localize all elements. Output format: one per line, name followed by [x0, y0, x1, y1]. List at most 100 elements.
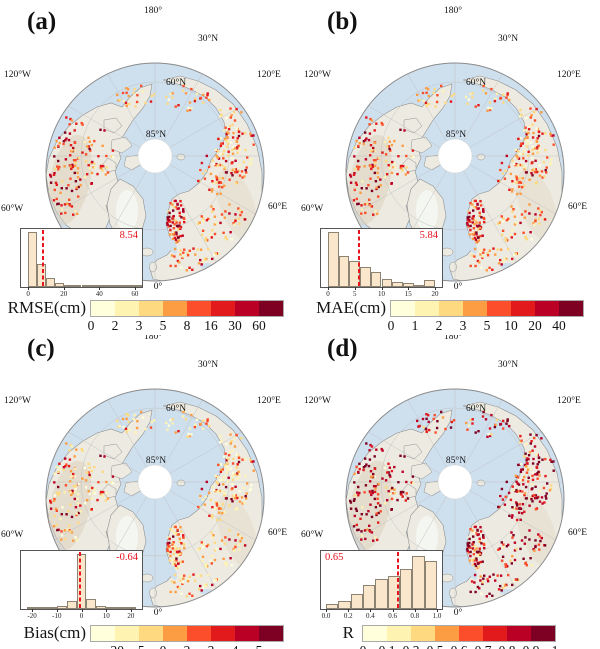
station-dot	[227, 150, 230, 153]
station-dot	[536, 463, 539, 466]
station-dot	[549, 161, 553, 165]
station-dot	[482, 534, 485, 537]
station-dot	[208, 514, 211, 517]
hist-tick-mark	[435, 287, 436, 290]
station-dot	[92, 166, 95, 169]
station-dot	[466, 544, 470, 547]
station-dot	[219, 144, 223, 147]
station-dot	[65, 513, 68, 516]
station-dot	[59, 191, 62, 194]
station-dot	[529, 231, 532, 234]
station-dot	[240, 170, 244, 173]
station-dot	[466, 542, 469, 545]
station-dot	[186, 580, 190, 583]
station-dot	[371, 165, 374, 169]
station-dot	[525, 238, 528, 241]
hist-bar	[81, 285, 91, 287]
pole-hole	[137, 464, 173, 500]
station-dot	[390, 508, 393, 511]
colorbar-segment	[211, 626, 235, 641]
scatter-dots	[49, 410, 255, 598]
station-dot	[140, 84, 143, 88]
station-dot	[202, 543, 205, 546]
station-dot	[221, 164, 224, 167]
station-dot	[236, 477, 239, 480]
station-dot	[372, 159, 376, 162]
map-clip-group	[346, 63, 564, 281]
station-dot	[402, 164, 405, 168]
station-dot	[206, 565, 209, 568]
station-dot	[225, 459, 228, 462]
station-dot	[228, 203, 231, 206]
station-dot	[528, 212, 531, 215]
station-dot	[211, 555, 214, 558]
station-dot	[244, 457, 247, 461]
station-dot	[69, 117, 72, 121]
station-dot	[481, 560, 484, 563]
station-dot	[364, 484, 368, 487]
station-dot	[171, 529, 174, 532]
station-dot	[509, 233, 512, 236]
station-dot	[215, 181, 218, 184]
colorbar-segment	[91, 301, 115, 316]
station-dot	[479, 234, 482, 238]
station-dot	[353, 168, 357, 171]
station-dot	[369, 475, 373, 479]
station-dot	[171, 203, 174, 206]
station-dot	[519, 434, 522, 438]
station-dot	[176, 228, 180, 231]
station-dot	[471, 547, 475, 550]
station-dot	[466, 218, 470, 221]
station-dot	[513, 541, 517, 544]
station-dot	[476, 585, 480, 589]
station-dot	[144, 427, 147, 431]
station-dot	[510, 205, 513, 208]
panel-letter: (a)	[27, 8, 57, 35]
station-dot	[516, 156, 519, 159]
station-dot	[57, 485, 60, 489]
station-dot	[528, 178, 531, 181]
station-dot	[202, 419, 205, 423]
station-dot	[521, 503, 525, 506]
station-dot	[440, 410, 443, 414]
station-dot	[466, 222, 469, 225]
station-dot	[219, 153, 222, 156]
station-dot	[522, 557, 525, 560]
station-dot	[175, 567, 178, 570]
station-dot	[368, 529, 371, 532]
station-dot	[207, 491, 211, 495]
station-dot	[369, 480, 372, 483]
colorbar-tick-label: 5	[483, 318, 491, 333]
colorbar-segment	[511, 301, 535, 316]
station-dot	[391, 160, 394, 164]
station-dot	[533, 171, 537, 174]
station-dot	[231, 145, 235, 149]
station-dot	[178, 226, 181, 230]
station-dot	[234, 539, 237, 542]
station-dot	[519, 479, 522, 482]
station-dot	[234, 182, 238, 185]
station-dot	[63, 203, 67, 206]
station-dot	[487, 432, 490, 436]
station-dot	[428, 102, 431, 106]
station-dot	[118, 98, 121, 102]
station-dot	[528, 504, 531, 507]
greenland-ice	[416, 516, 438, 558]
station-dot	[81, 477, 84, 480]
station-dot	[182, 216, 185, 220]
station-dot	[524, 536, 527, 539]
station-dot	[488, 101, 492, 104]
colorbar-segment	[235, 626, 259, 641]
station-dot	[473, 557, 477, 560]
station-dot	[478, 261, 481, 264]
mean-line	[42, 230, 45, 286]
station-dot	[219, 115, 222, 118]
station-dot	[373, 497, 376, 501]
hist-bar	[360, 266, 371, 287]
pole-hole	[437, 464, 473, 500]
station-dot	[387, 136, 390, 139]
polar-map	[345, 62, 565, 282]
station-dot	[532, 548, 535, 551]
station-dot	[231, 168, 234, 172]
station-dot	[479, 253, 482, 256]
